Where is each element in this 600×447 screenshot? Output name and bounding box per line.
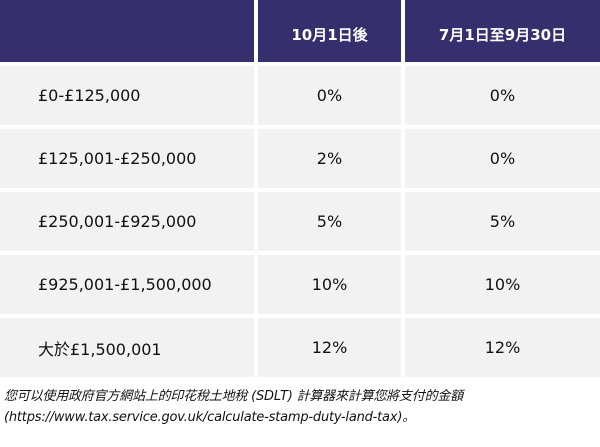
header-jul1-sep30: 7月1日至9月30日 xyxy=(405,0,600,62)
table-row: 大於£1,500,001 12% 12% xyxy=(0,318,600,377)
jul1-sep30-cell: 12% xyxy=(405,318,600,377)
band-cell: £125,001-£250,000 xyxy=(0,129,254,188)
after-oct1-cell: 10% xyxy=(258,255,401,314)
band-cell: £925,001-£1,500,000 xyxy=(0,255,254,314)
band-cell: £0-£125,000 xyxy=(0,66,254,125)
table-row: £925,001-£1,500,000 10% 10% xyxy=(0,255,600,314)
jul1-sep30-cell: 10% xyxy=(405,255,600,314)
footnote: 您可以使用政府官方網站上的印花稅土地稅 (SDLT) 計算器來計算您將支付的金額… xyxy=(4,386,600,428)
table-row: £0-£125,000 0% 0% xyxy=(0,66,600,125)
after-oct1-cell: 5% xyxy=(258,192,401,251)
jul1-sep30-cell: 5% xyxy=(405,192,600,251)
header-band xyxy=(0,0,254,62)
after-oct1-cell: 2% xyxy=(258,129,401,188)
table-header: 10月1日後 7月1日至9月30日 xyxy=(0,0,600,62)
jul1-sep30-cell: 0% xyxy=(405,66,600,125)
header-after-oct1: 10月1日後 xyxy=(258,0,401,62)
table-row: £250,001-£925,000 5% 5% xyxy=(0,192,600,251)
after-oct1-cell: 12% xyxy=(258,318,401,377)
footnote-link[interactable]: (https://www.tax.service.gov.uk/calculat… xyxy=(4,410,415,425)
jul1-sep30-cell: 0% xyxy=(405,129,600,188)
stamp-duty-table: 10月1日後 7月1日至9月30日 £0-£125,000 0% 0% £125,00… xyxy=(0,0,600,377)
footnote-line-1: 您可以使用政府官方網站上的印花稅土地稅 (SDLT) 計算器來計算您將支付的金額 xyxy=(4,389,463,404)
after-oct1-cell: 0% xyxy=(258,66,401,125)
table-row: £125,001-£250,000 2% 0% xyxy=(0,129,600,188)
band-cell: 大於£1,500,001 xyxy=(0,318,254,377)
band-cell: £250,001-£925,000 xyxy=(0,192,254,251)
